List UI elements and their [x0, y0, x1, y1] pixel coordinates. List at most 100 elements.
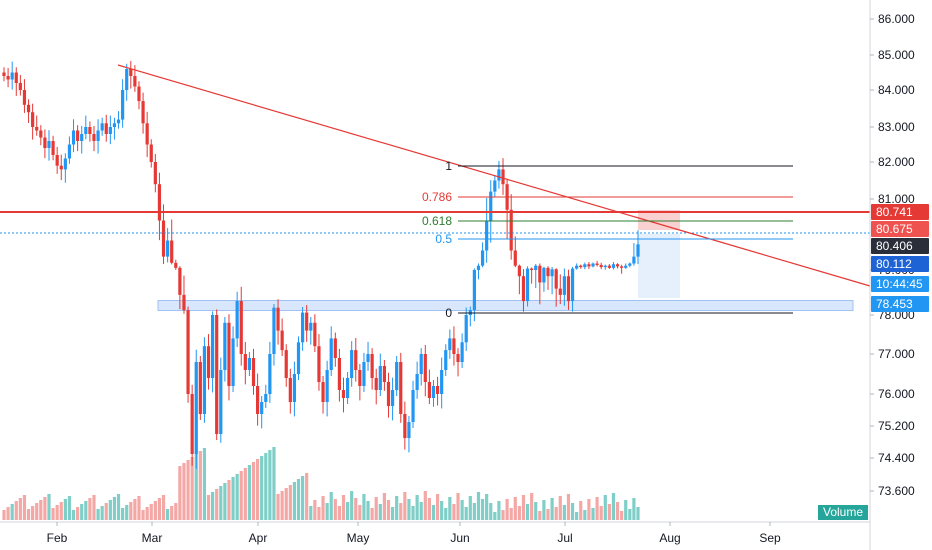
candle-body [530, 268, 534, 270]
volume-bar [174, 503, 178, 520]
candle-body [141, 101, 145, 124]
candle-body [575, 265, 579, 269]
volume-bar [67, 496, 72, 520]
volume-bar [284, 488, 288, 520]
candle-body [166, 240, 170, 257]
volume-bar [125, 505, 129, 520]
candle-body [125, 69, 129, 90]
price-tick-label: 76.000 [878, 387, 915, 401]
volume-bar [480, 499, 485, 520]
volume-bar [194, 454, 198, 520]
volume-bar [570, 503, 575, 520]
candle-body [104, 123, 108, 134]
volume-bar [345, 502, 350, 520]
candle-body [153, 162, 157, 185]
target-zone [638, 234, 680, 298]
price-tick-label: 83.000 [878, 120, 915, 134]
volume-bar [460, 500, 464, 520]
candle-body [10, 72, 14, 80]
time-tick-label: Jun [450, 531, 469, 545]
price-tag [871, 221, 929, 237]
candle-body [280, 330, 284, 351]
support-zone [157, 300, 854, 312]
candle-body [88, 127, 92, 134]
volume-bar [202, 448, 207, 520]
candle-body [501, 169, 505, 185]
candle-body [235, 301, 239, 339]
candle-body [562, 276, 566, 295]
volume-bar [219, 486, 223, 520]
time-tick-label: May [347, 531, 370, 545]
volume-bar [403, 492, 407, 520]
candle-body [399, 362, 403, 414]
price-tag [871, 238, 929, 254]
candle-body [305, 312, 309, 331]
volume-bar [476, 492, 481, 520]
candle-body [296, 342, 301, 374]
candle-body [251, 358, 256, 386]
trend-line [117, 64, 871, 287]
volume-bar [31, 506, 35, 520]
candle-body [382, 366, 386, 382]
volume-bar [423, 491, 427, 520]
candle-body [321, 382, 325, 402]
candle-body [178, 267, 182, 295]
volume-bar [157, 498, 162, 520]
candle-body [489, 191, 493, 221]
volume-bar [198, 451, 202, 520]
candle-body [427, 382, 431, 398]
volume-bar [341, 495, 346, 520]
volume-bar [71, 510, 76, 520]
volume-bar [615, 502, 620, 520]
candle-body [59, 165, 63, 170]
volume-bar [260, 456, 264, 520]
volume-bar [309, 506, 313, 520]
candle-body [448, 338, 452, 351]
candle-body [329, 338, 333, 370]
volume-bar [223, 483, 227, 520]
candle-body [558, 288, 562, 295]
volume-bar [112, 497, 117, 520]
volume-bar [632, 498, 636, 520]
volume-bar [235, 474, 239, 520]
price-tag [871, 276, 929, 292]
volume-bar [374, 497, 378, 520]
volume-bar [317, 507, 321, 520]
volume-bars [2, 447, 640, 520]
price-tick-label: 77.000 [878, 347, 915, 361]
fib-level-label: 0.5 [435, 232, 452, 246]
candle-body [22, 90, 27, 105]
volume-bar [591, 508, 595, 520]
candle-body [431, 386, 436, 398]
volume-bar [354, 498, 358, 520]
volume-bar [215, 489, 219, 520]
candle-body [272, 307, 276, 354]
time-axis[interactable]: Feb Mar Apr May Jun Jul Aug Sep [47, 522, 781, 545]
volume-bar [620, 511, 624, 520]
volume-bar [505, 499, 509, 520]
volume-bar [358, 505, 362, 520]
volume-bar [497, 501, 501, 520]
candle-body [67, 144, 72, 159]
volume-bar [121, 508, 125, 520]
volume-bar [300, 476, 305, 520]
candle-body [550, 269, 554, 277]
volume-legend[interactable]: Volume [818, 505, 868, 520]
candle-body [26, 104, 31, 113]
candle-body [227, 322, 231, 386]
volume-bar [76, 507, 80, 520]
volume-bar [137, 496, 141, 520]
candle-body [452, 338, 456, 354]
candle-body [149, 144, 153, 162]
volume-bar [558, 496, 562, 520]
volume-bar [18, 498, 22, 520]
price-tag [871, 256, 929, 272]
candle-body [407, 422, 411, 438]
candle-body [554, 269, 558, 289]
volume-bar [272, 447, 276, 520]
time-tick-label: Sep [759, 531, 781, 545]
candle-body [603, 265, 607, 268]
candle-body [583, 264, 587, 268]
candle-body [517, 265, 521, 277]
